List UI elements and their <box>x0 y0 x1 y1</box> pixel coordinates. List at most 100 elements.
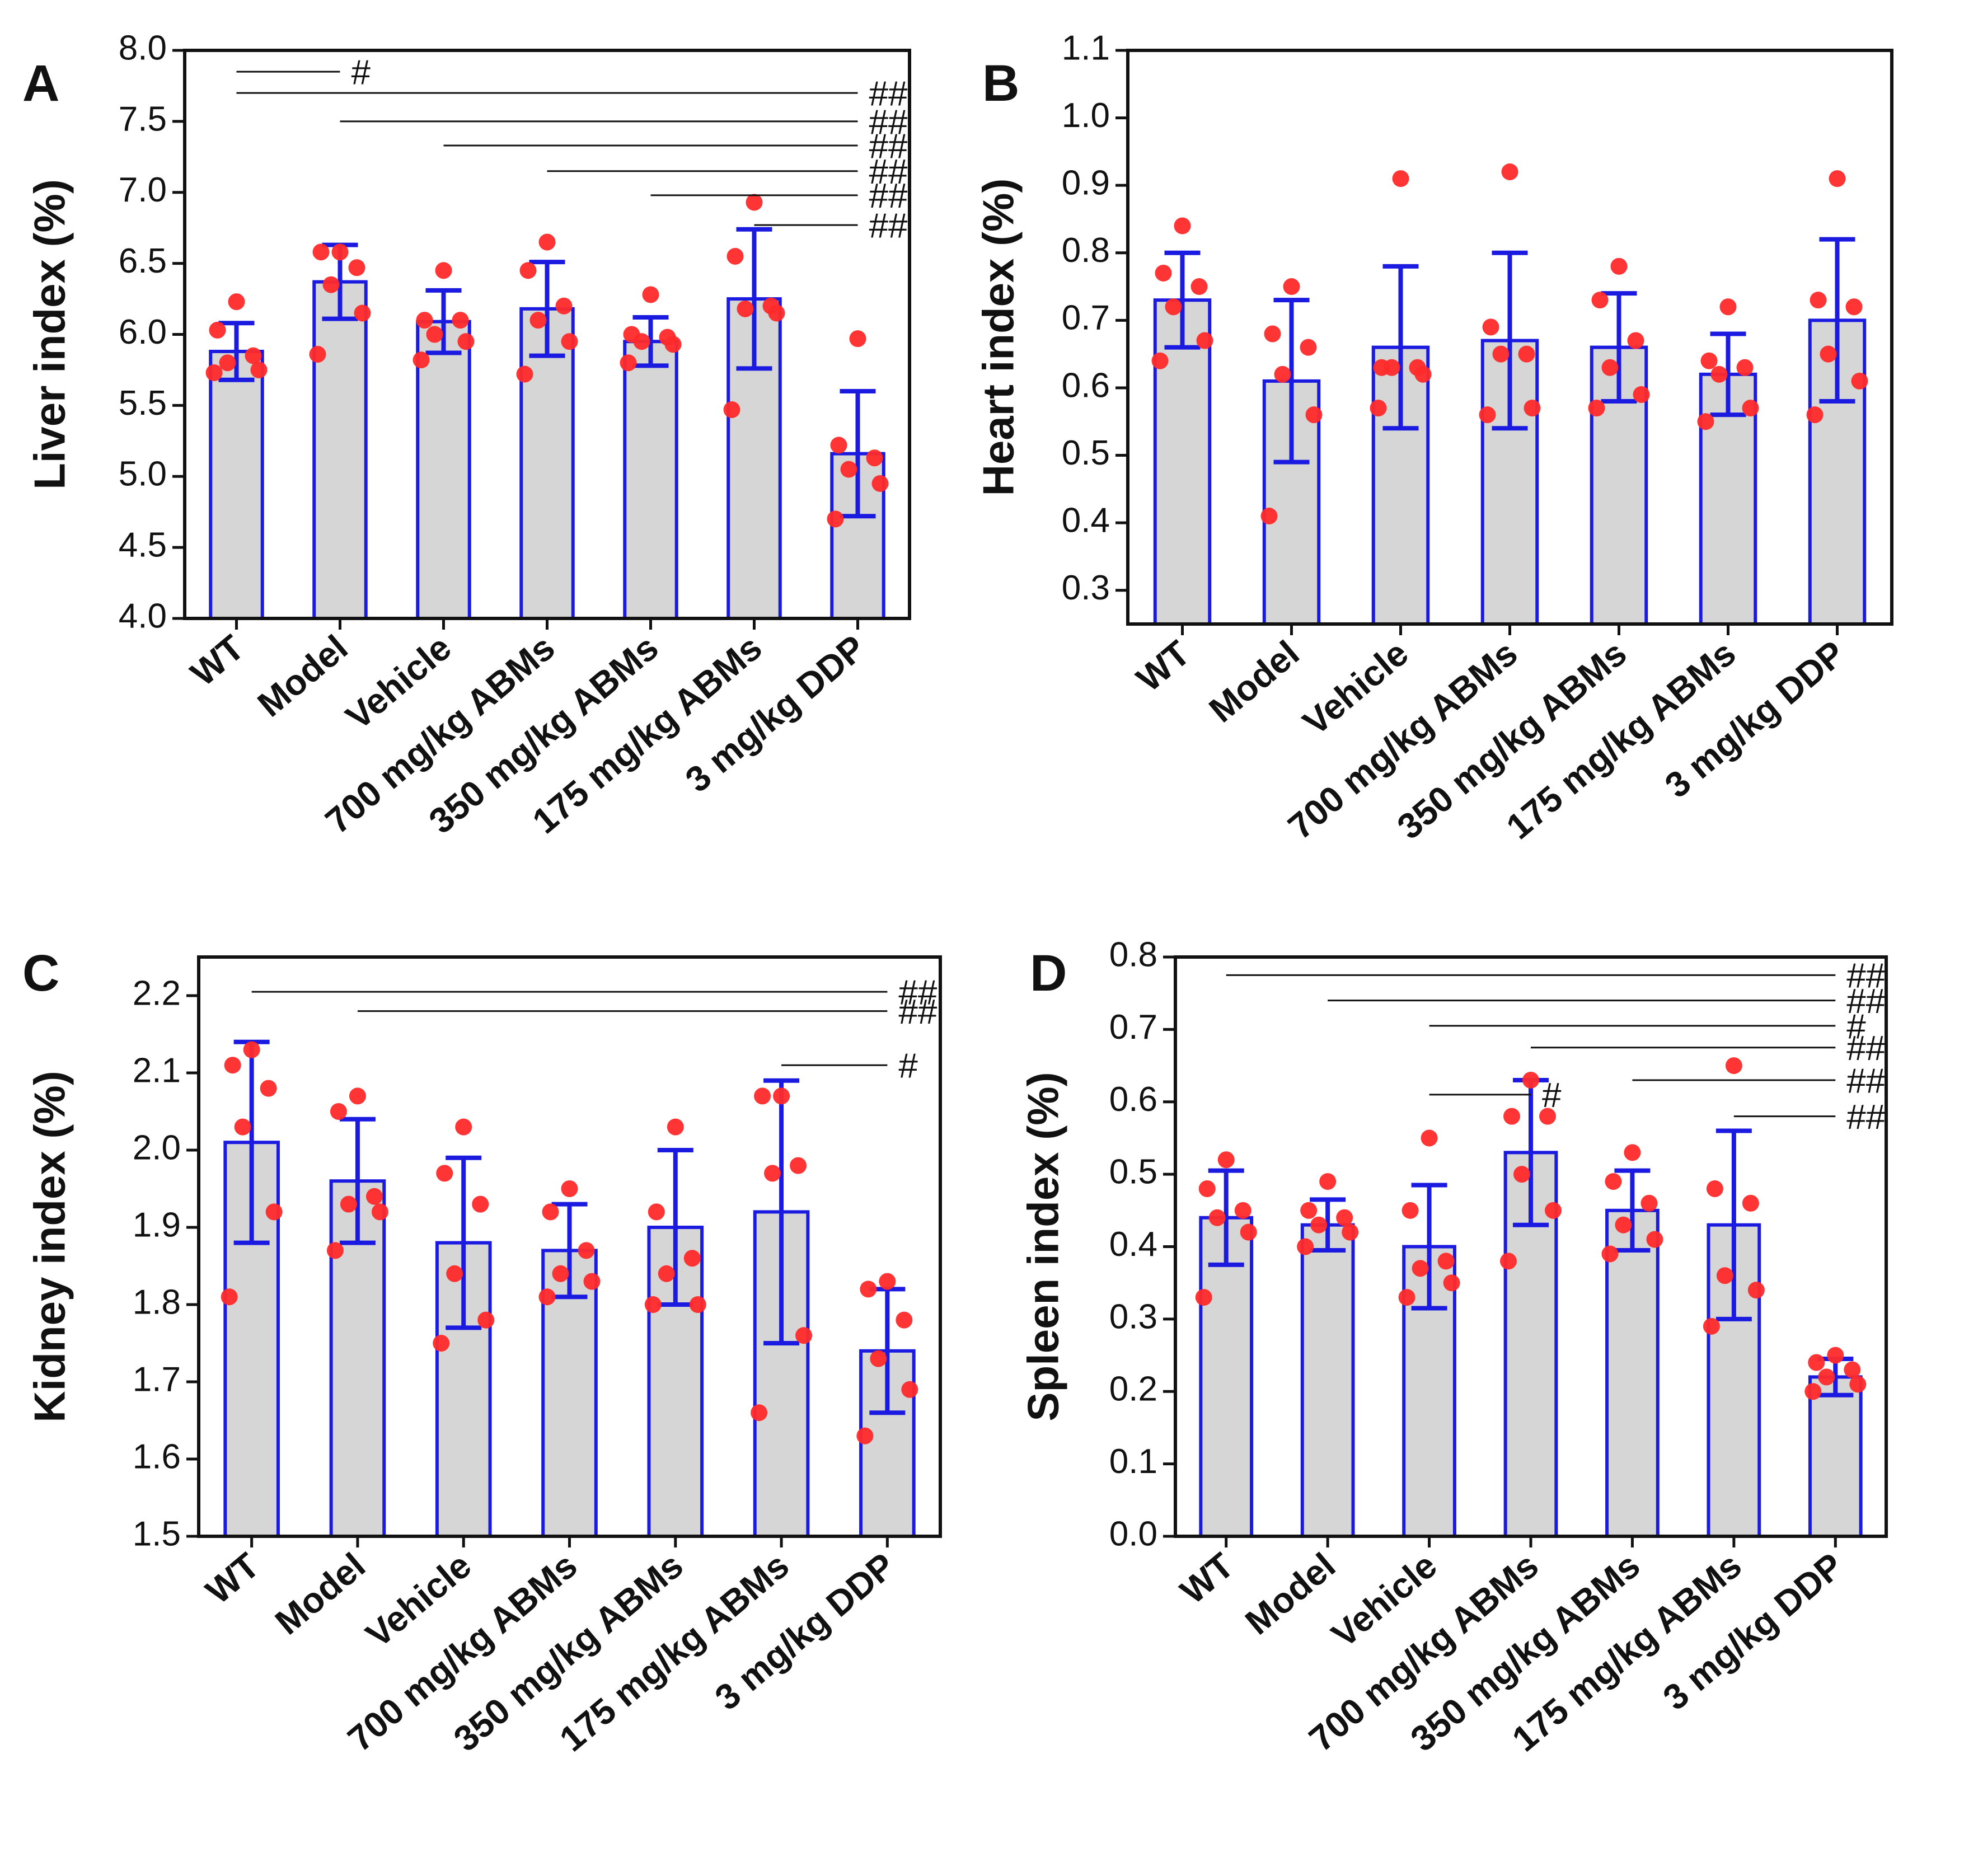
data-point <box>555 297 573 315</box>
y-tick-label: 2.1 <box>133 1051 181 1090</box>
y-tick-label: 4.5 <box>119 526 167 565</box>
significance-mark: # <box>1542 1076 1562 1115</box>
y-tick-label: 0.3 <box>1109 1297 1157 1336</box>
significance-mark: # <box>351 53 371 92</box>
data-point <box>1240 1223 1257 1241</box>
bar <box>1808 1375 1863 1538</box>
data-point <box>331 243 349 261</box>
data-point <box>349 1087 366 1105</box>
significance-annotation: ## <box>754 207 908 245</box>
data-point <box>1627 332 1644 349</box>
data-point <box>1633 386 1650 403</box>
data-point <box>1806 406 1824 424</box>
data-point <box>1398 1289 1415 1306</box>
y-tick-label: 1.5 <box>133 1514 181 1553</box>
y-tick-label: 0.2 <box>1109 1370 1157 1409</box>
data-point <box>322 276 340 293</box>
data-point <box>1412 1260 1429 1277</box>
data-point <box>245 347 262 364</box>
data-point <box>1208 1209 1226 1226</box>
bar <box>209 349 264 620</box>
data-point <box>1195 1289 1212 1306</box>
y-tick-label: 2.0 <box>133 1128 181 1167</box>
data-point <box>309 346 326 363</box>
data-point <box>538 233 556 251</box>
panel-label: B <box>982 55 1019 112</box>
significance-annotation: ## <box>547 153 908 191</box>
data-point <box>633 333 650 350</box>
data-point <box>1522 1071 1539 1089</box>
data-point <box>754 1087 771 1105</box>
y-tick-label: 0.0 <box>1109 1514 1157 1553</box>
significance-mark: # <box>898 1047 918 1086</box>
data-point <box>538 1288 556 1306</box>
data-point <box>452 312 469 329</box>
data-point <box>1849 1376 1867 1393</box>
data-point <box>1165 298 1182 316</box>
x-tick-label: WT <box>1173 1545 1241 1612</box>
data-point <box>1503 1108 1520 1125</box>
data-point <box>1719 298 1737 316</box>
y-tick-label: 8.0 <box>119 29 167 67</box>
y-tick-label: 0.7 <box>1109 1008 1157 1047</box>
data-point <box>1482 318 1499 336</box>
data-point <box>1539 1108 1556 1125</box>
data-point <box>1810 292 1827 309</box>
plot-frame <box>197 955 942 1538</box>
data-point <box>1716 1267 1733 1284</box>
data-point <box>1370 400 1387 417</box>
significance-mark: ## <box>1846 1062 1885 1100</box>
data-point <box>224 1057 241 1074</box>
data-point <box>1808 1354 1825 1371</box>
data-point <box>529 312 547 329</box>
significance-annotation: # <box>236 53 371 92</box>
data-point <box>1524 400 1541 417</box>
data-point <box>768 304 785 322</box>
bar <box>1808 318 1867 626</box>
data-point <box>1710 365 1728 383</box>
data-point <box>1479 406 1496 424</box>
data-point <box>1605 1173 1622 1190</box>
data-point <box>1437 1253 1455 1270</box>
x-tick-label: WT <box>1129 633 1198 700</box>
x-tick-label: WT <box>183 627 252 694</box>
bar <box>312 280 368 620</box>
y-tick-label: 0.1 <box>1109 1442 1157 1481</box>
data-point <box>1697 413 1714 430</box>
y-axis-label: Kidney index (%) <box>25 1071 74 1422</box>
data-point <box>1217 1151 1235 1169</box>
significance-annotation: ## <box>1531 1029 1886 1068</box>
y-tick-label: 0.9 <box>1062 164 1110 203</box>
data-point <box>1300 339 1317 356</box>
significance-mark: ## <box>869 127 908 166</box>
y-tick-label: 0.4 <box>1109 1225 1157 1264</box>
data-point <box>790 1157 807 1174</box>
bar <box>1199 1216 1254 1538</box>
data-point <box>371 1203 388 1221</box>
y-tick-label: 6.0 <box>119 313 167 351</box>
data-point <box>689 1296 706 1313</box>
data-point <box>477 1311 495 1329</box>
data-point <box>1443 1274 1460 1292</box>
data-point <box>1260 508 1278 525</box>
data-point <box>664 336 682 353</box>
data-point <box>860 1281 877 1298</box>
data-point <box>620 354 637 372</box>
x-tick-label: Model <box>250 627 355 725</box>
data-point <box>737 300 754 317</box>
data-point <box>1845 298 1863 316</box>
data-point <box>435 262 452 279</box>
data-point <box>1421 1129 1438 1147</box>
significance-mark: ## <box>1846 1029 1885 1068</box>
data-point <box>354 304 371 322</box>
significance-annotation: ## <box>236 75 908 114</box>
y-tick-label: 2.2 <box>133 974 181 1012</box>
data-point <box>1818 1368 1835 1386</box>
data-point <box>1274 365 1291 383</box>
data-point <box>1700 352 1718 369</box>
panel-label: A <box>22 55 59 112</box>
data-point <box>1601 359 1619 376</box>
y-axis-label: Spleen index (%) <box>1019 1072 1068 1421</box>
significance-annotation: ## <box>650 177 908 215</box>
chart-panel-d: D Spleen index (%) 0.0 0.1 0.2 0.3 0.4 0.5 0.6 0.… <box>1019 935 1888 1759</box>
